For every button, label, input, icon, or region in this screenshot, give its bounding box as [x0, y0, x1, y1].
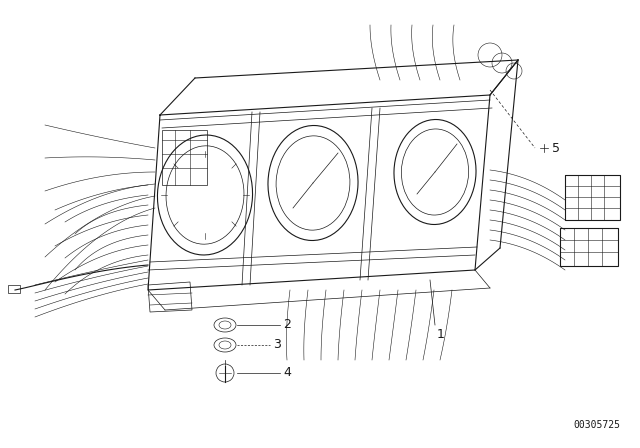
Text: 4: 4: [283, 366, 291, 379]
Text: 3: 3: [273, 339, 281, 352]
Text: 2: 2: [283, 319, 291, 332]
Text: 5: 5: [552, 142, 560, 155]
Text: 1: 1: [437, 328, 445, 341]
Text: 00305725: 00305725: [573, 420, 620, 430]
